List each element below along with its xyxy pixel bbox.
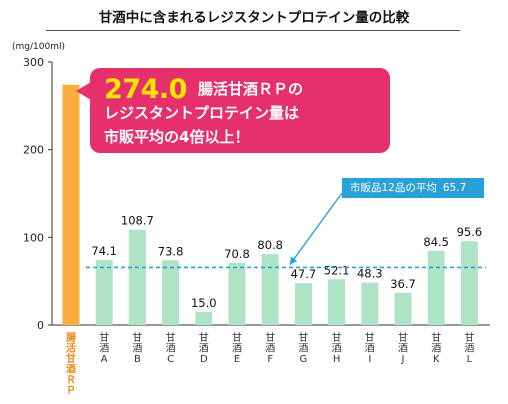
category-label: 甘酒 L (464, 331, 474, 365)
bar-highlight (62, 84, 80, 325)
bar-value-label: 95.6 (457, 225, 483, 239)
y-tick-label: 200 (23, 144, 44, 157)
average-pointer-line (289, 192, 343, 265)
bar (128, 229, 146, 325)
chart-title: 甘酒中に含まれるレジスタントプロテイン量の比較 (98, 10, 410, 26)
bar (394, 292, 412, 325)
callout-line-2: レジスタントプロテイン量は (104, 104, 300, 122)
y-tick-label: 100 (23, 231, 44, 244)
callout-box: 274.0 腸活甘酒ＲＰの レジスタントプロテイン量は 市販平均の4倍以上！ (76, 68, 390, 153)
category-label: 甘酒 A (99, 331, 109, 365)
average-label-box: 市販品12品の平均 65.7 (342, 178, 484, 198)
bar (361, 282, 379, 325)
bar (261, 254, 279, 325)
average-pointer-arrowhead (290, 256, 298, 265)
y-axis: 0 100 200 300 (mg/100ml) (12, 42, 490, 332)
bar (427, 250, 445, 325)
average-label: 市販品12品の平均 (350, 182, 437, 194)
bar (228, 262, 246, 325)
y-tick-label: 0 (37, 319, 44, 332)
callout-pointer (76, 82, 91, 100)
bar-value-label: 108.7 (121, 214, 154, 228)
bar (294, 283, 312, 325)
category-label: 甘酒 E (232, 331, 242, 365)
bar (195, 311, 213, 325)
category-label: 甘酒 I (365, 331, 375, 365)
bar-value-label: 70.8 (224, 247, 250, 261)
category-label: 甘酒 H (332, 331, 342, 365)
value-labels: 74.1 108.7 73.8 15.0 70.8 80.8 47.7 52.1 48.3 36.… (91, 214, 482, 310)
bar-value-label: 36.7 (390, 277, 416, 291)
bar (95, 260, 113, 325)
category-label: 甘酒 C (166, 331, 176, 365)
bar-value-label: 47.7 (291, 267, 317, 281)
bar-value-label: 48.3 (357, 267, 383, 281)
callout-line-3: 市販平均の4倍以上！ (104, 128, 250, 146)
category-label: 甘酒 J (398, 331, 408, 365)
bar-value-label: 84.5 (423, 235, 449, 249)
category-label: 甘酒 B (132, 331, 142, 365)
y-axis-label: (mg/100ml) (12, 42, 65, 52)
category-label: 甘酒 D (199, 331, 209, 365)
bar-value-label: 15.0 (191, 296, 217, 310)
category-labels: 腸活甘酒ＲＰ 甘酒 A 甘酒 B 甘酒 C 甘酒 D 甘酒 E 甘酒 F 甘酒 G 甘酒 H 甘酒 I 甘酒 J 甘酒 K 甘… (66, 331, 474, 397)
average-value: 65.7 (442, 182, 467, 194)
category-label: 腸活甘酒ＲＰ (66, 331, 76, 397)
bar (460, 241, 478, 325)
bar-value-label: 74.1 (91, 244, 117, 258)
callout-value: 274.0 (104, 74, 187, 105)
bars (62, 84, 478, 325)
bar-value-label: 73.8 (158, 244, 184, 258)
bar-value-label: 80.8 (257, 238, 283, 252)
category-label: 甘酒 G (298, 331, 308, 365)
category-label: 甘酒 F (265, 331, 275, 365)
bar (328, 279, 346, 325)
title-divider (46, 30, 460, 31)
bar (162, 260, 180, 325)
average-line-group (86, 192, 486, 269)
category-label: 甘酒 K (431, 331, 441, 365)
bar-value-label: 52.1 (324, 263, 350, 277)
callout-line-1: 腸活甘酒ＲＰの (198, 80, 304, 98)
y-tick-label: 300 (23, 56, 44, 69)
